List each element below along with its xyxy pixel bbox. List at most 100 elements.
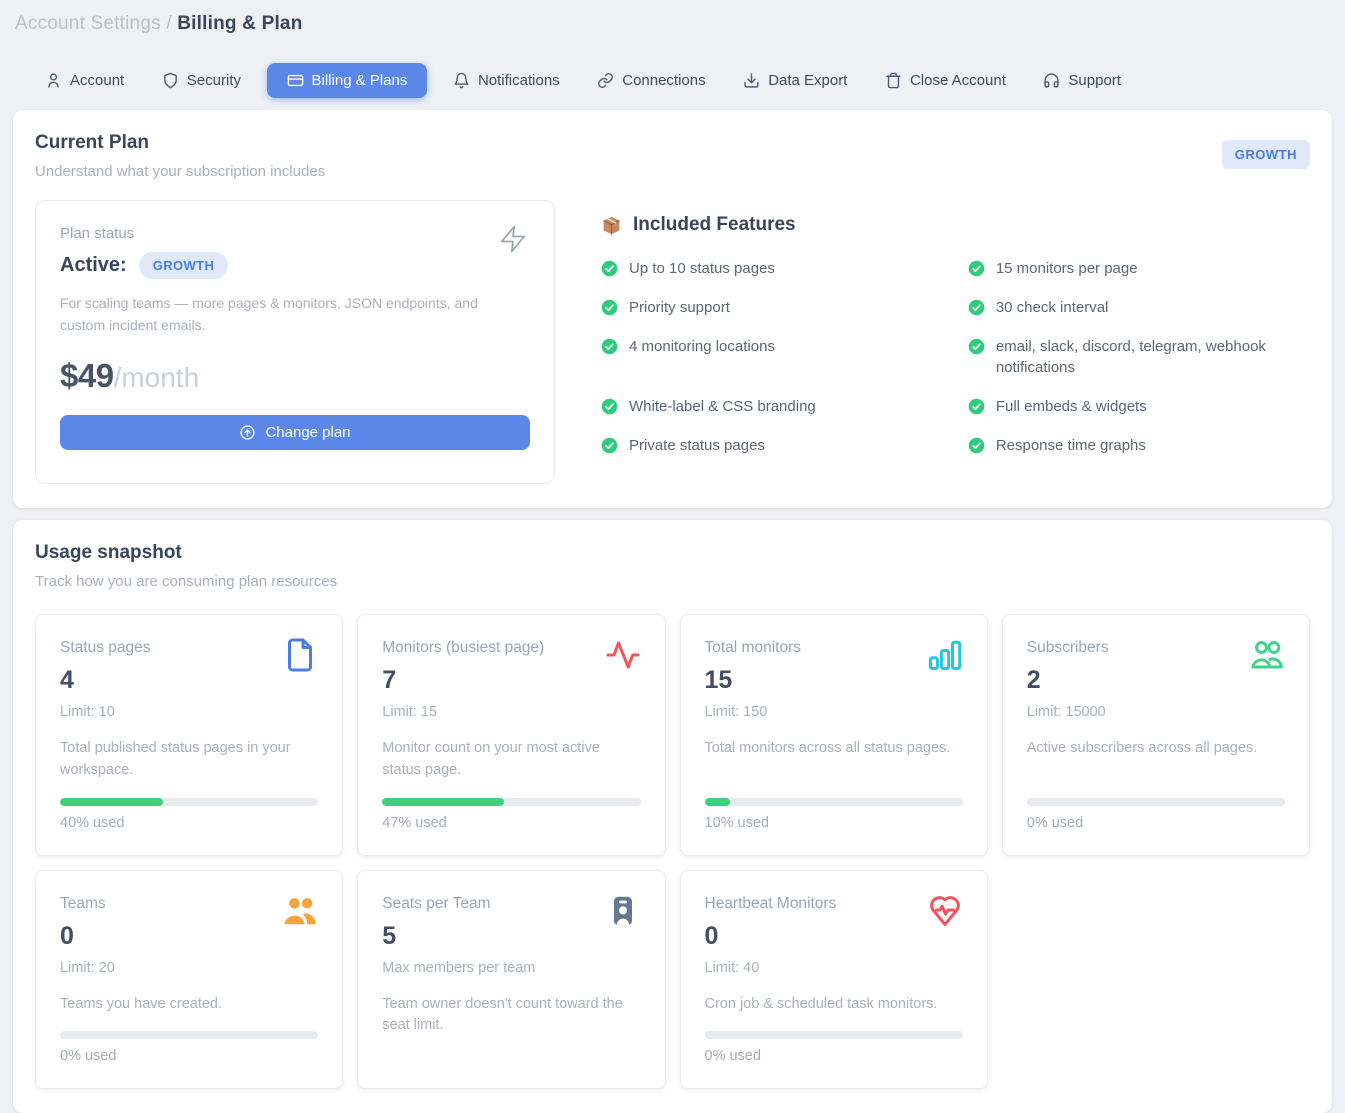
link-icon [597,72,614,89]
usage-progress: 10% used [704,782,963,831]
usage-card-value: 7 [382,666,397,694]
plan-tier-badge: GROWTH [138,252,229,279]
usage-card-status-pages: Status pages 4 Limit: 10 Total published… [35,614,344,856]
tab-notifications[interactable]: Notifications [441,63,572,98]
progress-track [382,797,641,806]
tab-connections[interactable]: Connections [585,63,717,98]
feature-item: White-label & CSS branding [601,396,924,418]
usage-progress: 0% used [1026,782,1285,831]
current-plan-subtitle: Understand what your subscription includ… [35,163,326,180]
current-plan-title: Current Plan [35,132,150,153]
check-circle-icon [968,437,985,454]
percent-used-label: 0% used [1026,814,1084,831]
percent-used-label: 0% used [60,1048,117,1065]
plan-badge: GROWTH [1221,140,1310,169]
feature-item: 4 monitoring locations [601,336,924,380]
percent-used-label: 47% used [382,814,447,831]
file-icon [282,637,318,673]
usage-snapshot-panel: Usage snapshot Track how you are consumi… [13,520,1332,1113]
tab-data-export[interactable]: Data Export [731,63,859,98]
check-circle-icon [601,338,618,355]
usage-card-value: 0 [60,921,74,950]
usage-card-value: 4 [60,666,74,694]
check-circle-icon [968,299,985,316]
progress-track [704,1031,963,1040]
percent-used-label: 40% used [60,814,125,831]
feature-item: Private status pages [601,435,924,457]
tab-close-account[interactable]: Close Account [873,63,1018,98]
feature-item: email, slack, discord, telegram, webhook… [968,336,1310,380]
usage-card-title: Subscribers [1026,639,1109,656]
tab-billing-plans[interactable]: Billing & Plans [266,63,428,98]
progress-fill [382,797,504,806]
usage-card-limit: Limit: 20 [60,959,115,976]
usage-card-value: 2 [1026,666,1041,694]
usage-card-title: Monitors (busiest page) [382,639,545,656]
change-plan-label: Change plan [265,423,351,441]
package-icon [601,215,622,236]
usage-card-value: 15 [704,666,733,694]
usage-card-description: Team owner doesn't count toward the seat… [382,995,623,1034]
usage-card-subscribers: Subscribers 2 Limit: 15000 Active subscr… [1001,614,1310,856]
usage-card-title: Seats per Team [382,894,491,912]
usage-card-value: 0 [704,921,719,950]
feature-item: 15 monitors per page [968,258,1310,280]
feature-item: Response time graphs [968,435,1310,457]
feature-item: Priority support [601,297,924,319]
usage-card-limit: Limit: 15000 [1026,704,1106,720]
check-circle-icon [968,398,985,415]
check-circle-icon [968,338,985,355]
included-features-title: Included Features [633,214,796,235]
download-icon [743,72,760,89]
usage-card-title: Heartbeat Monitors [704,894,837,912]
usage-card-value: 5 [382,921,397,950]
bolt-icon [498,221,528,257]
tab-account[interactable]: Account [33,63,136,98]
tab-security[interactable]: Security [150,63,253,98]
check-circle-icon [601,260,618,277]
credit-card-icon [287,72,304,89]
progress-track [1026,797,1285,806]
tab-support[interactable]: Support [1031,63,1133,98]
usage-title: Usage snapshot [35,542,182,563]
feature-item: Up to 10 status pages [601,258,924,280]
breadcrumb-separator: / [166,13,172,34]
plan-price-period: /month [113,361,200,393]
usage-card-limit: Limit: 15 [382,704,438,720]
current-plan-panel: Current Plan Understand what your subscr… [13,110,1332,508]
usage-card-description: Teams you have created. [60,995,223,1012]
usage-card-seats-per-team: Seats per Team 5 Max members per team Te… [357,869,666,1090]
feature-item: 30 check interval [968,297,1310,319]
plan-status-label: Plan status [60,225,135,242]
breadcrumb: Account Settings / Billing & Plan [0,0,1345,35]
plan-status-card: Plan status Active: GROWTH For scaling t… [35,200,555,484]
usage-card-title: Status pages [60,639,151,656]
id-badge-icon [605,893,641,929]
usage-progress: 47% used [382,782,641,831]
usage-card-description: Monitor count on your most active status… [382,740,600,778]
plan-price: $49 [60,356,114,394]
headset-icon [1043,72,1060,89]
arrow-up-circle-icon [239,424,256,441]
usage-progress: 0% used [60,1015,319,1065]
plan-status-value: Active: [60,254,127,276]
usage-card-description: Total monitors across all status pages. [704,740,951,756]
check-circle-icon [601,437,618,454]
users-icon [1249,637,1285,673]
usage-grid: Status pages 4 Limit: 10 Total published… [35,614,1310,1090]
activity-icon [605,637,641,673]
usage-card-description: Active subscribers across all pages. [1026,740,1258,756]
users-filled-icon [282,893,318,929]
usage-card-description: Total published status pages in your wor… [60,740,291,778]
settings-tabs: Account Security Billing & Plans Notific… [33,63,1133,98]
breadcrumb-section[interactable]: Account Settings [15,13,161,34]
progress-track [704,797,963,806]
check-circle-icon [968,260,985,277]
check-circle-icon [601,299,618,316]
usage-card-limit: Limit: 10 [60,704,115,720]
plan-description: For scaling teams — more pages & monitor… [60,295,478,334]
usage-card-teams: Teams 0 Limit: 20 Teams you have created… [35,869,344,1090]
usage-card-limit: Max members per team [382,959,536,976]
change-plan-button[interactable]: Change plan [60,414,530,450]
usage-card-title: Teams [60,894,106,912]
